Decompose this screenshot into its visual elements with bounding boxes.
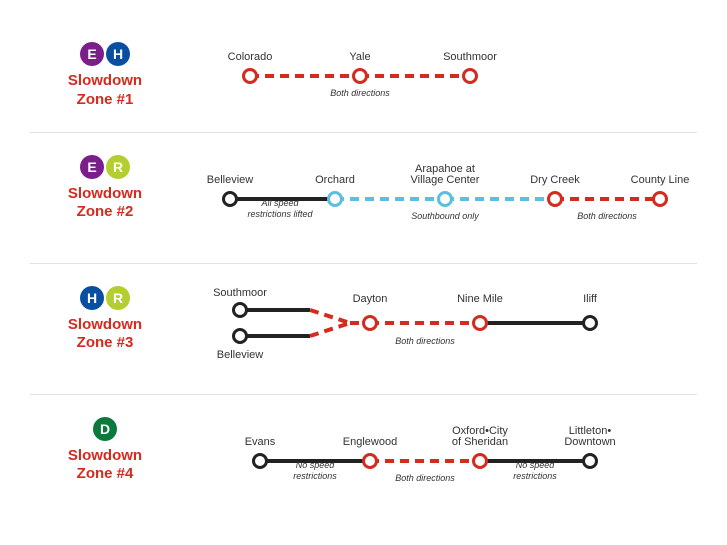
svg-text:Both directions: Both directions — [577, 211, 637, 221]
zone-title: SlowdownZone #2 — [30, 185, 180, 223]
zone-diagram: Evans Englewood Oxford•Cityof Sheridan Litt… — [180, 413, 700, 503]
zone-diagram: Belleview Orchard Arapahoe atVillage Cente… — [180, 151, 700, 241]
zone-zone1: EH SlowdownZone #1 Colorado Yale Southmoor Bo… — [30, 20, 697, 133]
zone-diagram: Colorado Yale Southmoor Both directions — [180, 38, 700, 108]
zone-left: HR SlowdownZone #3 — [30, 282, 180, 354]
zone-title: SlowdownZone #1 — [30, 72, 180, 110]
svg-text:Iliff: Iliff — [583, 293, 598, 305]
svg-text:Oxford•Cityof Sheridan: Oxford•Cityof Sheridan — [452, 425, 509, 448]
line-badge-H: H — [80, 286, 104, 310]
svg-text:Belleview: Belleview — [207, 174, 254, 186]
diagram-svg: Belleview Orchard Arapahoe atVillage Cente… — [180, 151, 700, 241]
svg-text:Arapahoe atVillage Center: Arapahoe atVillage Center — [411, 163, 480, 186]
line-badges: ER — [30, 155, 180, 179]
line-badges: EH — [30, 42, 180, 66]
diagram-svg: Evans Englewood Oxford•Cityof Sheridan Litt… — [180, 413, 700, 503]
svg-text:Southmoor: Southmoor — [213, 287, 267, 299]
line-badge-E: E — [80, 42, 104, 66]
zone-zone2: ER SlowdownZone #2 Belleview Orchard Arapaho… — [30, 133, 697, 264]
line-badge-R: R — [106, 286, 130, 310]
svg-text:County Line: County Line — [631, 174, 690, 186]
svg-text:Belleview: Belleview — [217, 349, 264, 361]
zone-left: EH SlowdownZone #1 — [30, 38, 180, 110]
svg-text:Southbound only: Southbound only — [411, 211, 479, 221]
svg-text:No speedrestrictions: No speedrestrictions — [513, 460, 557, 481]
svg-text:Englewood: Englewood — [343, 436, 397, 448]
line-badge-D: D — [93, 417, 117, 441]
zone-left: D SlowdownZone #4 — [30, 413, 180, 485]
svg-text:Southmoor: Southmoor — [443, 51, 497, 63]
svg-text:No speedrestrictions: No speedrestrictions — [293, 460, 337, 481]
svg-text:Yale: Yale — [349, 51, 370, 63]
line-badge-R: R — [106, 155, 130, 179]
svg-text:Colorado: Colorado — [228, 51, 273, 63]
svg-text:Both directions: Both directions — [395, 336, 455, 346]
diagram-svg: Colorado Yale Southmoor Both directions — [180, 38, 700, 108]
svg-text:Dayton: Dayton — [353, 293, 388, 305]
svg-text:Both directions: Both directions — [395, 473, 455, 483]
diagram-svg: Southmoor Belleview Dayton Nine Mile Iliff Bo… — [180, 282, 700, 372]
line-badges: D — [30, 417, 180, 441]
svg-text:Both directions: Both directions — [330, 88, 390, 98]
zone-zone4: D SlowdownZone #4 Evans Englewood Oxford•Cit… — [30, 395, 697, 525]
zone-diagram: Southmoor Belleview Dayton Nine Mile Iliff Bo… — [180, 282, 700, 372]
svg-text:Littleton•Downtown: Littleton•Downtown — [564, 425, 615, 448]
svg-text:Nine Mile: Nine Mile — [457, 293, 503, 305]
svg-text:Evans: Evans — [245, 436, 276, 448]
zone-title: SlowdownZone #3 — [30, 316, 180, 354]
line-badges: HR — [30, 286, 180, 310]
zone-left: ER SlowdownZone #2 — [30, 151, 180, 223]
zone-zone3: HR SlowdownZone #3 Southmoor Belleview Dayto… — [30, 264, 697, 395]
line-badge-H: H — [106, 42, 130, 66]
svg-text:Dry Creek: Dry Creek — [530, 174, 580, 186]
line-badge-E: E — [80, 155, 104, 179]
svg-text:All speedrestrictions lifted: All speedrestrictions lifted — [247, 198, 313, 219]
zone-title: SlowdownZone #4 — [30, 447, 180, 485]
svg-text:Orchard: Orchard — [315, 174, 355, 186]
